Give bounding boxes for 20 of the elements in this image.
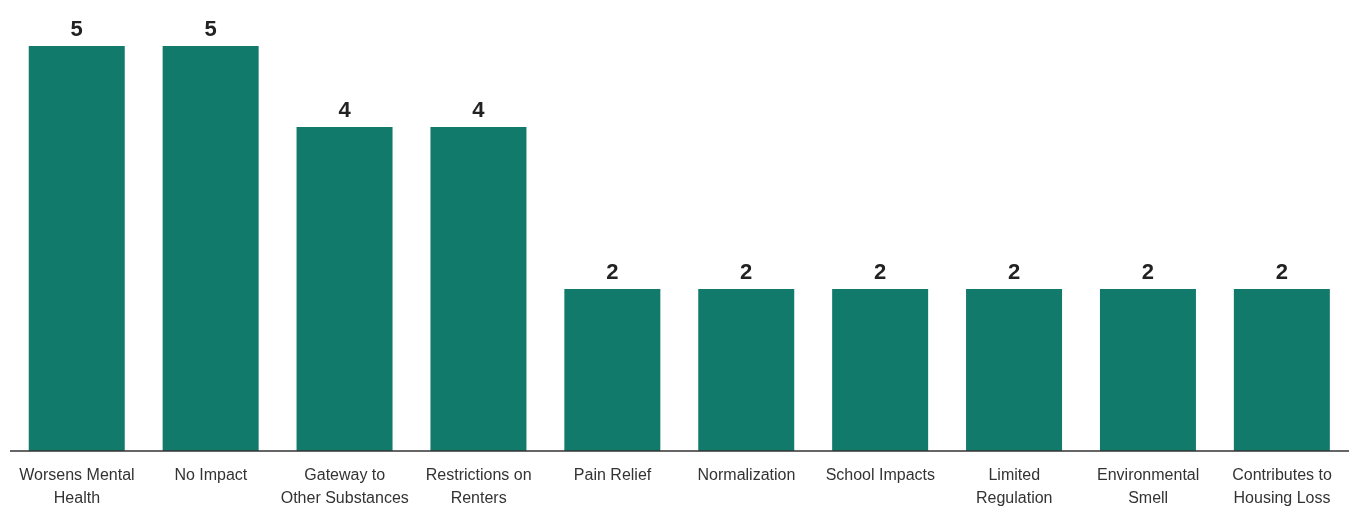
- data-label: 2: [606, 259, 619, 284]
- x-tick-label: No Impact: [174, 466, 248, 484]
- data-label: 4: [338, 97, 352, 122]
- data-label: 2: [1141, 259, 1155, 284]
- data-label: 2: [874, 259, 887, 284]
- data-label: 2: [1275, 259, 1288, 284]
- x-tick-label: Normalization: [697, 466, 796, 484]
- data-label: 5: [70, 16, 83, 41]
- x-tick-label: Gateway to Other Substances: [280, 466, 409, 507]
- x-tick-label: Worsens Mental Health: [19, 466, 135, 507]
- data-label: 4: [472, 97, 486, 122]
- x-tick-label: Restrictions on Renters: [425, 466, 532, 507]
- x-tick-label: School Impacts: [825, 466, 936, 484]
- data-label: 2: [1007, 259, 1021, 284]
- x-tick-label: Limited Regulation: [976, 466, 1053, 507]
- x-tick-label: Pain Relief: [573, 466, 652, 484]
- data-label: 2: [740, 259, 753, 284]
- x-tick-label: Environmental Smell: [1097, 466, 1200, 507]
- x-tick-label: Contributes to Housing Loss: [1232, 466, 1332, 507]
- data-label: 5: [204, 16, 217, 41]
